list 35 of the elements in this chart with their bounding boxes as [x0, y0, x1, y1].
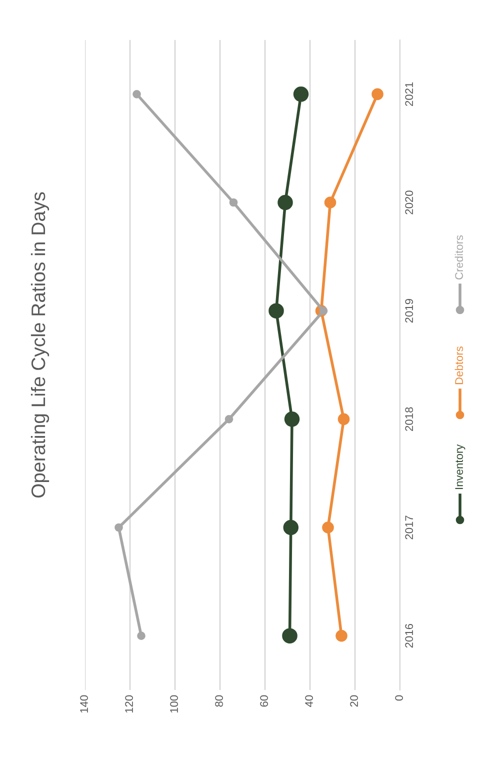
- point: [372, 88, 384, 100]
- point: [224, 415, 234, 424]
- text: Debtors: [454, 346, 463, 384]
- point: [284, 412, 300, 427]
- point: [114, 523, 123, 532]
- point: [319, 306, 328, 315]
- point: [132, 90, 141, 98]
- y-tick-label: 2017: [405, 516, 414, 540]
- point: [137, 632, 146, 640]
- text: Operating Life Cycle Ratios in Days: [30, 192, 50, 498]
- point: [324, 196, 336, 208]
- point: [338, 413, 350, 426]
- x-tick-label: 40: [305, 695, 313, 707]
- y-tick-label: 2021: [405, 82, 414, 106]
- x-tick-label: 0: [395, 695, 403, 701]
- text: Creditors: [454, 235, 463, 280]
- point: [282, 628, 298, 644]
- x-tick-label: 20: [350, 695, 358, 707]
- point: [336, 630, 348, 642]
- x-tick-label: 60: [260, 695, 268, 707]
- x-tick-label: 120: [125, 695, 133, 713]
- x-tick-label: 100: [170, 695, 178, 713]
- x-tick-label: 80: [215, 695, 223, 707]
- y-tick-label: 2018: [405, 407, 414, 431]
- y-tick-label: 2020: [405, 190, 414, 214]
- point: [322, 522, 334, 534]
- y-tick-label: 2019: [405, 299, 414, 323]
- y-tick-label: 2016: [405, 624, 414, 648]
- point: [283, 520, 299, 536]
- point: [229, 198, 238, 207]
- text: Inventory: [455, 444, 466, 489]
- point: [293, 86, 309, 102]
- x-tick-label: 140: [80, 695, 88, 713]
- point: [268, 303, 284, 318]
- point: [278, 194, 293, 210]
